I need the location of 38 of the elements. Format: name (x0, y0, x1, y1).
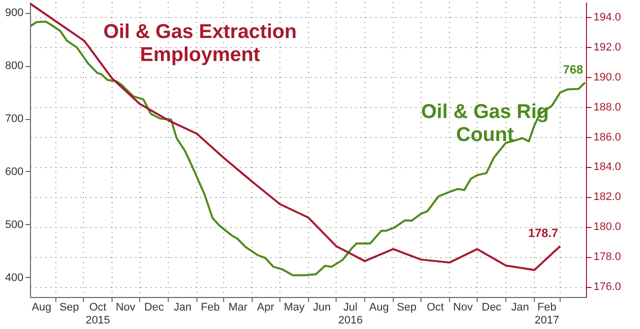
y2-tick-label: 192.0 (594, 41, 622, 54)
y-tick-label: 400 (5, 272, 24, 284)
y2-tick-label: 190.0 (594, 71, 622, 84)
data-label: 768 (563, 62, 584, 77)
y2-tick-label: 186.0 (594, 131, 622, 144)
series-label: Oil & Gas Extraction Employment (103, 21, 297, 66)
x-tick-label: Nov (116, 302, 136, 314)
x-tick-label: Feb (200, 302, 220, 314)
y2-tick-label: 182.0 (594, 191, 622, 204)
x-tick-label: Apr (257, 302, 275, 314)
x-tick-label: Jan (174, 302, 192, 314)
x-tick-label: Jun (312, 302, 331, 314)
y-tick-label: 800 (5, 60, 24, 72)
x-tick-label: Aug (32, 302, 52, 314)
y2-tick-label: 178.0 (594, 251, 622, 264)
data-label: 178.7 (528, 226, 559, 240)
y-tick-label: 500 (5, 218, 24, 231)
x-tick-label: Sep (59, 302, 80, 314)
x-tick-label: Jul 2016 (338, 302, 363, 326)
x-tick-label: Feb 2017 (534, 302, 560, 326)
y2-tick-label: 188.0 (594, 101, 622, 114)
x-tick-label: Nov (453, 302, 474, 314)
x-tick-label: Mar (228, 302, 248, 314)
x-tick-label: Sep (396, 302, 416, 314)
y-tick-label: 900 (5, 7, 24, 20)
y-tick-label: 700 (5, 113, 24, 126)
y2-tick-label: 180.0 (594, 221, 622, 234)
x-tick-label: May (284, 302, 306, 314)
y2-tick-label: 176.0 (594, 281, 622, 294)
x-tick-label: Dec (482, 302, 502, 314)
y2-tick-label: 184.0 (594, 161, 622, 174)
y-tick-label: 600 (5, 166, 24, 178)
x-tick-label: Oct (426, 302, 444, 314)
x-tick-label: Oct 2015 (86, 302, 110, 326)
x-tick-label: Dec (144, 302, 164, 314)
x-tick-label: Jan (511, 302, 529, 314)
y2-tick-label: 194.0 (594, 11, 622, 24)
x-tick-label: Aug (369, 302, 389, 314)
